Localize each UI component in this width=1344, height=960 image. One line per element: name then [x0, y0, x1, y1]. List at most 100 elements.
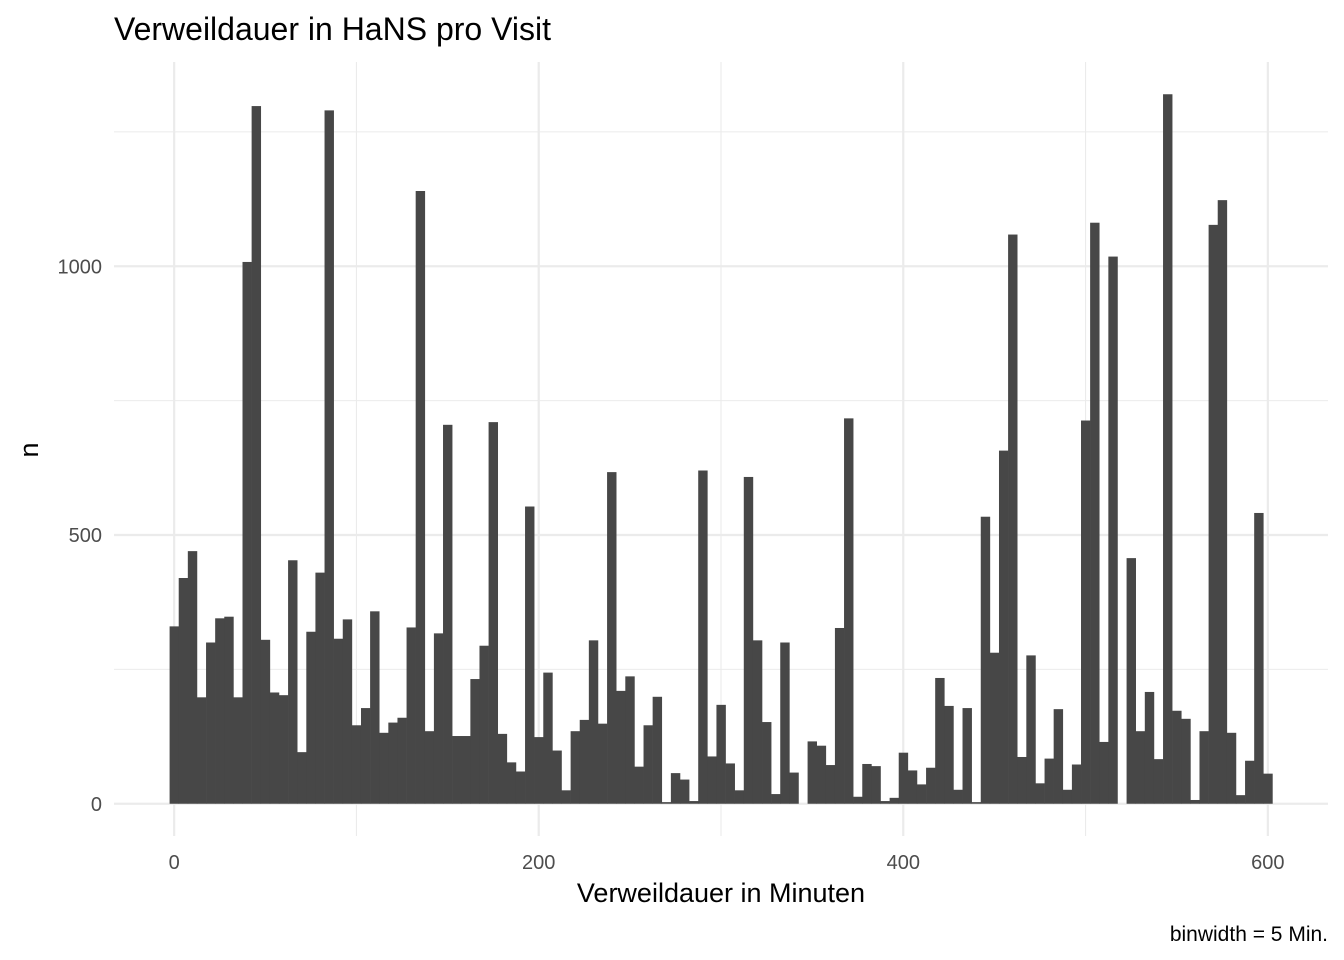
histogram-bar: [534, 737, 544, 804]
histogram-bar: [242, 261, 252, 804]
histogram-bar: [360, 708, 371, 804]
histogram-bar: [333, 638, 344, 804]
histogram-bar: [880, 801, 890, 804]
histogram-bar: [1071, 764, 1082, 804]
histogram-bar: [543, 672, 553, 804]
histogram-bar: [488, 422, 499, 804]
histogram-bar: [1008, 234, 1018, 804]
histogram-bar: [251, 106, 262, 804]
histogram-bar: [862, 763, 872, 804]
histogram-bar: [1017, 756, 1027, 804]
histogram-bar: [725, 763, 735, 804]
y-tick-label: 500: [69, 525, 102, 547]
histogram-bar: [1099, 741, 1109, 804]
histogram-bar: [215, 618, 225, 804]
histogram-bar: [643, 725, 653, 804]
histogram-bar: [206, 642, 216, 804]
histogram-bar: [716, 704, 726, 804]
histogram-bar: [998, 450, 1009, 804]
y-tick-label: 0: [91, 794, 102, 816]
histogram-bar: [1044, 758, 1054, 804]
histogram-bar: [1245, 760, 1255, 804]
histogram-bar: [679, 779, 690, 804]
histogram-bar: [634, 766, 644, 804]
histogram-bar: [379, 732, 389, 804]
histogram-bar: [443, 424, 453, 804]
y-tick-label: 1000: [58, 256, 103, 278]
histogram-bar: [926, 767, 936, 804]
histogram-bar: [1153, 759, 1164, 804]
histogram-bar: [944, 705, 954, 804]
histogram-bar: [597, 723, 608, 804]
histogram-bar: [935, 677, 945, 804]
histogram-bar: [588, 640, 599, 804]
histogram-bar: [187, 551, 198, 804]
y-axis-title: n: [14, 442, 44, 457]
histogram-bar: [989, 652, 1000, 804]
histogram-bar: [1108, 256, 1118, 804]
x-tick-label: 200: [522, 852, 555, 874]
y-axis-tick-labels: 0 500 1000: [58, 256, 103, 816]
histogram-bar: [233, 697, 243, 804]
histogram-bar: [762, 722, 772, 804]
histogram-bar: [1263, 773, 1273, 804]
histogram-bar: [953, 789, 963, 804]
histogram-bar: [552, 750, 562, 804]
histogram-bar: [397, 717, 407, 804]
histogram-bar: [898, 752, 909, 804]
histogram-bar: [1254, 512, 1264, 804]
histogram-bar: [452, 736, 462, 804]
histogram-bar: [698, 470, 708, 804]
histogram-bar: [661, 802, 672, 804]
histogram-bar: [807, 741, 817, 804]
histogram-bar: [689, 801, 699, 804]
histogram-bar: [297, 752, 307, 804]
histogram-bar: [1217, 200, 1228, 804]
histogram-bar: [306, 631, 316, 804]
histogram-bar: [916, 784, 927, 804]
histogram-bar: [1235, 795, 1246, 804]
histogram-bar: [324, 110, 334, 804]
histogram-bar: [525, 506, 535, 804]
histogram-bar: [579, 719, 590, 804]
histogram-bar: [1062, 789, 1073, 804]
histogram-bar: [1090, 222, 1100, 804]
histogram-bar: [424, 731, 435, 804]
histogram-bar: [433, 633, 444, 804]
histogram-bar: [1181, 718, 1191, 804]
histogram-bar: [962, 708, 972, 804]
histogram-bar: [1081, 420, 1091, 804]
histogram-bar: [980, 516, 991, 804]
histogram-bar: [224, 616, 234, 804]
histogram-bar: [561, 790, 571, 804]
histogram-bar: [625, 676, 635, 804]
histogram-bar: [752, 640, 763, 804]
histogram-bar: [1126, 558, 1136, 804]
histogram-bar: [1163, 94, 1173, 804]
x-axis-title: Verweildauer in Minuten: [577, 878, 865, 908]
histogram-bar: [1199, 731, 1209, 804]
histogram-bar: [342, 619, 353, 804]
histogram-bar: [515, 771, 526, 804]
histogram-bar: [406, 627, 416, 804]
histogram-bar: [269, 692, 280, 804]
histogram-bar: [1026, 655, 1036, 804]
histogram-bar: [278, 695, 289, 804]
histogram-bar: [971, 802, 982, 804]
histogram-bar: [707, 756, 717, 804]
chart-title: Verweildauer in HaNS pro Visit: [114, 11, 551, 47]
histogram-bar: [388, 722, 398, 804]
histogram-bar: [907, 770, 918, 804]
histogram-bar: [169, 626, 180, 804]
histogram-bar: [570, 731, 581, 804]
histogram-bars: [169, 94, 1273, 804]
histogram-bar: [844, 418, 854, 804]
histogram-bar: [1190, 799, 1200, 804]
histogram-bar: [789, 772, 799, 804]
histogram-bar: [497, 733, 508, 804]
histogram-bar: [506, 762, 517, 804]
x-axis-tick-labels: 0 200 400 600: [169, 852, 1285, 874]
histogram-bar: [479, 645, 489, 804]
histogram-bar: [178, 578, 189, 804]
histogram-bar: [470, 679, 480, 804]
